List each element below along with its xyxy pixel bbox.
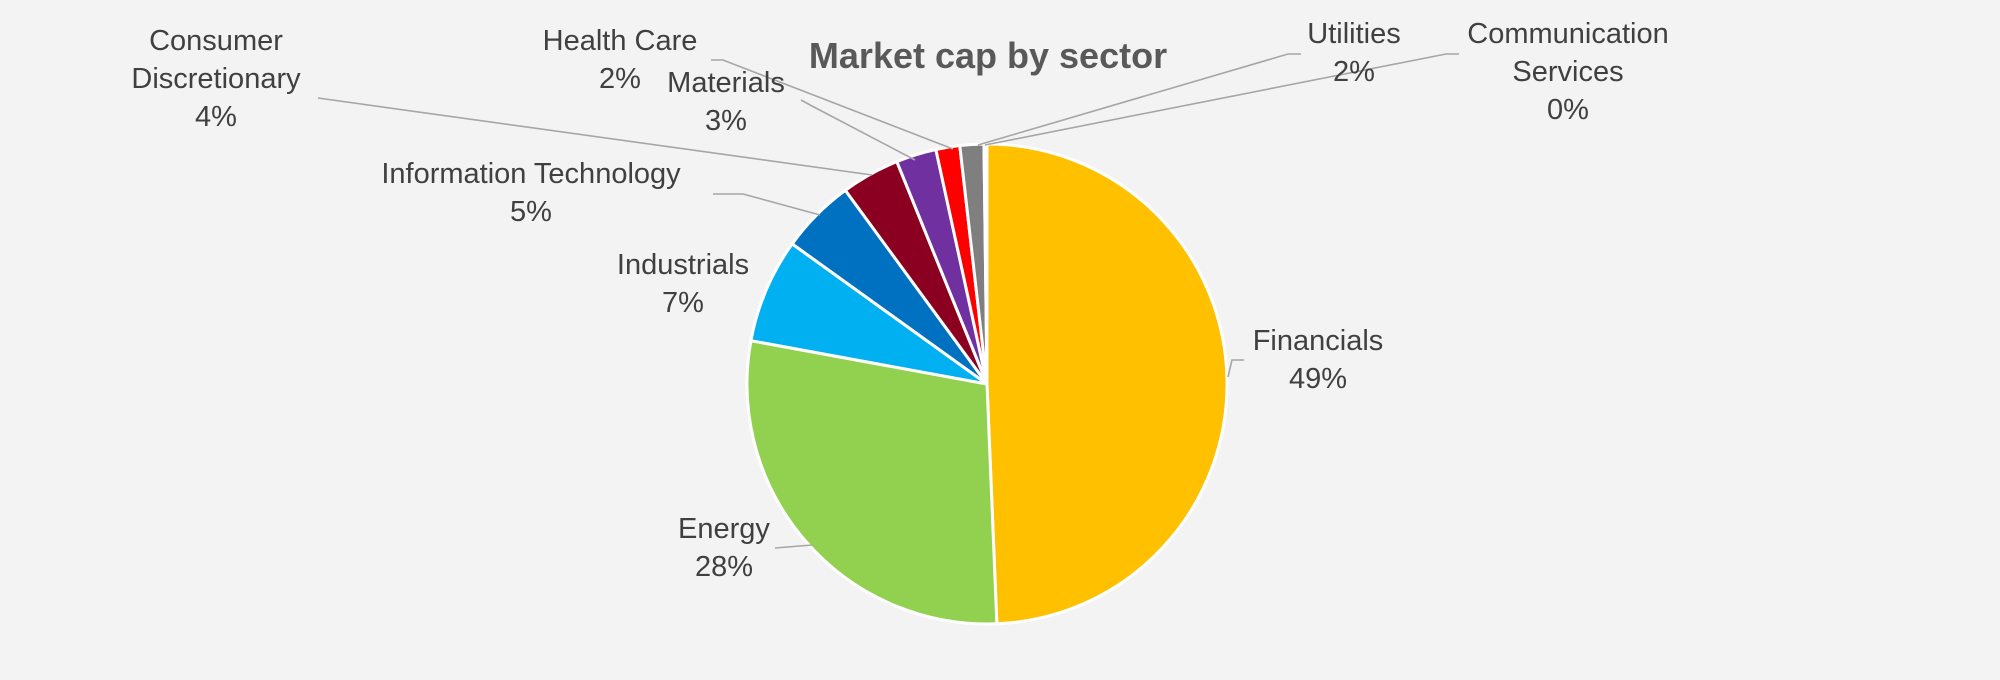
slice-name-label: Financials bbox=[1253, 325, 1384, 357]
leader-line bbox=[800, 99, 916, 161]
leader-line bbox=[977, 53, 1301, 146]
slice-percent-label: 49% bbox=[1289, 363, 1347, 395]
label-leader-lines bbox=[317, 53, 1459, 549]
slice-label-materials: Materials 3% bbox=[667, 67, 785, 137]
leader-line bbox=[1227, 359, 1244, 378]
slice-name-label: Discretionary bbox=[131, 63, 301, 95]
leader-line bbox=[774, 544, 813, 549]
slice-percent-label: 2% bbox=[599, 63, 641, 95]
slice-percent-label: 7% bbox=[662, 287, 704, 319]
slice-percent-label: 5% bbox=[510, 196, 552, 228]
slice-labels: Financials 49% Energy 28% Industrials 7% Infor… bbox=[131, 18, 1668, 583]
slice-label-energy: Energy 28% bbox=[678, 513, 770, 583]
slice-label-consumer-discretionary: Consumer Discretionary 4% bbox=[131, 25, 301, 133]
pie-slices bbox=[745, 142, 1229, 626]
slice-name-label: Communication bbox=[1467, 18, 1668, 50]
slice-label-health-care: Health Care 2% bbox=[543, 25, 698, 95]
slice-name-label: Materials bbox=[667, 67, 785, 99]
pie-slice-industrials bbox=[749, 241, 988, 386]
pie-slice-energy bbox=[745, 338, 999, 626]
chart-title: Market cap by sector bbox=[809, 35, 1167, 76]
slice-name-label: Information Technology bbox=[381, 158, 681, 190]
slice-label-industrials: Industrials 7% bbox=[617, 249, 749, 319]
slice-name-label: Health Care bbox=[543, 25, 698, 57]
slice-label-utilities: Utilities 2% bbox=[1307, 18, 1400, 88]
leader-line bbox=[984, 53, 1459, 146]
slice-percent-label: 2% bbox=[1333, 56, 1375, 88]
slice-label-communication-services: Communication Services 0% bbox=[1467, 18, 1668, 126]
slice-label-information-technology: Information Technology 5% bbox=[381, 158, 681, 228]
slice-percent-label: 3% bbox=[705, 105, 747, 137]
pie-slice-financials bbox=[985, 142, 1229, 626]
slice-label-financials: Financials 49% bbox=[1253, 325, 1384, 395]
slice-name-label: Energy bbox=[678, 513, 770, 545]
slice-percent-label: 28% bbox=[695, 551, 753, 583]
slice-name-label: Services bbox=[1512, 56, 1623, 88]
slice-percent-label: 0% bbox=[1547, 94, 1589, 126]
leader-line bbox=[713, 193, 821, 216]
slice-name-label: Utilities bbox=[1307, 18, 1400, 50]
leader-line bbox=[711, 59, 954, 150]
slice-percent-label: 4% bbox=[195, 101, 237, 133]
leader-line bbox=[317, 97, 873, 176]
slice-name-label: Industrials bbox=[617, 249, 749, 281]
slice-name-label: Consumer bbox=[149, 25, 283, 57]
